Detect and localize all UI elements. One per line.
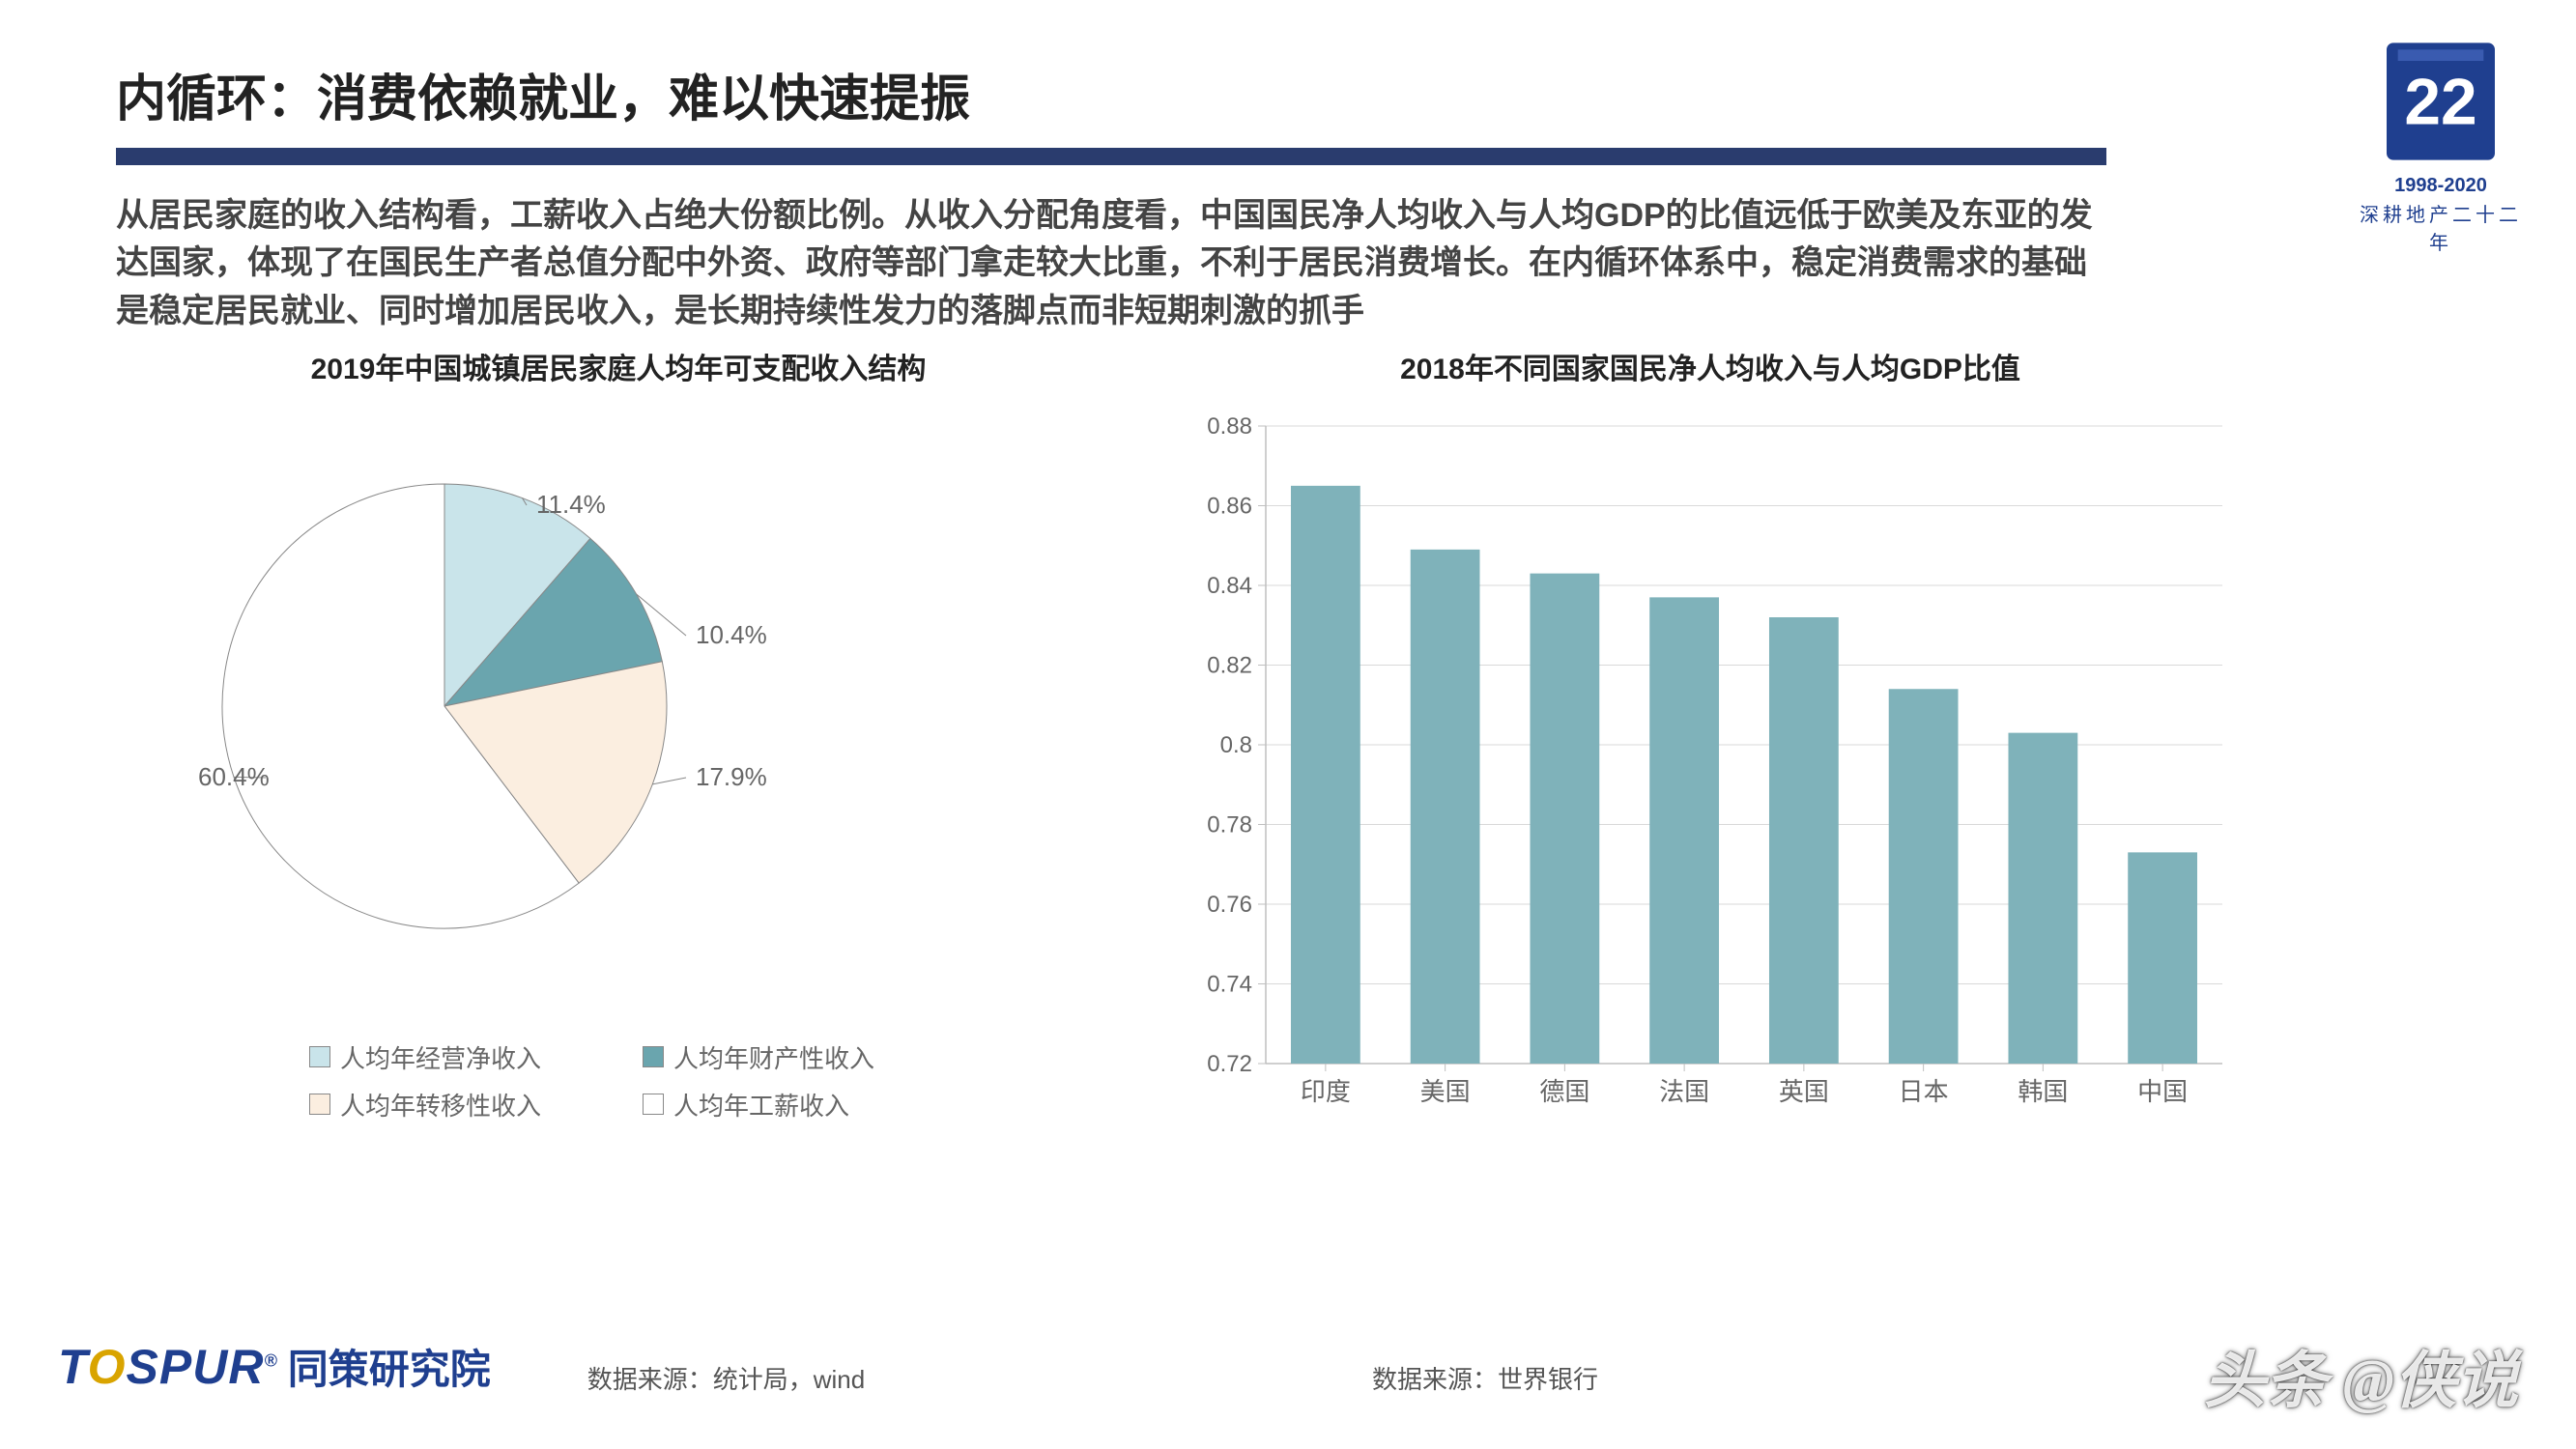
pie-chart: 11.4% 10.4% 17.9% 60.4% [116, 416, 792, 1015]
legend-label: 人均年财产性收入 [673, 1039, 874, 1075]
bar [1291, 486, 1360, 1064]
pie-label: 60.4% [198, 762, 270, 791]
legend-item: 人均年工薪收入 [643, 1087, 928, 1122]
bar-chart-column: 2018年不同国家国民净人均收入与人均GDP比值 0.720.740.760.7… [1179, 345, 2242, 1126]
pie-label: 17.9% [696, 762, 767, 791]
y-tick-label: 0.82 [1207, 652, 1252, 678]
legend-item: 人均年经营净收入 [309, 1039, 594, 1075]
charts-row: 2019年中国城镇居民家庭人均年可支配收入结构 11.4% 10.4% 17.9% 6… [116, 345, 2242, 1126]
y-tick-label: 0.76 [1207, 892, 1252, 918]
pie-label: 10.4% [696, 620, 767, 649]
badge-years: 1998-2020 [2359, 175, 2523, 197]
legend-swatch [643, 1046, 664, 1067]
y-tick-label: 0.78 [1207, 811, 1252, 838]
legend-label: 人均年转移性收入 [340, 1087, 541, 1122]
anniversary-badge: 22 1998-2020 深耕地产二十二年 [2359, 34, 2523, 255]
y-tick-label: 0.84 [1207, 573, 1252, 599]
pie-chart-column: 2019年中国城镇居民家庭人均年可支配收入结构 11.4% 10.4% 17.9% 6… [116, 345, 1121, 1126]
source-left: 数据来源：统计局，wind [587, 1360, 865, 1396]
slide: 内循环：消费依赖就业，难以快速提振 从居民家庭的收入结构看，工薪收入占绝大份额比… [0, 0, 2576, 1449]
x-tick-label: 法国 [1659, 1077, 1709, 1106]
page-title: 内循环：消费依赖就业，难以快速提振 [116, 58, 2479, 130]
y-tick-label: 0.74 [1207, 971, 1252, 997]
x-tick-label: 英国 [1779, 1077, 1829, 1106]
y-tick-label: 0.72 [1207, 1051, 1252, 1077]
legend-item: 人均年财产性收入 [643, 1039, 928, 1075]
bar [1889, 689, 1959, 1064]
legend-label: 人均年工薪收入 [673, 1087, 849, 1122]
title-rule [116, 148, 2106, 165]
body-paragraph: 从居民家庭的收入结构看，工薪收入占绝大份额比例。从收入分配角度看，中国国民净人均… [116, 192, 2106, 335]
legend-swatch [643, 1094, 664, 1115]
logo-cn: 同策研究院 [288, 1337, 491, 1396]
bar [1769, 617, 1839, 1064]
x-tick-label: 韩国 [2018, 1077, 2068, 1106]
logo-en: TOSPUR® [58, 1339, 278, 1395]
bar [1411, 550, 1480, 1064]
bar [1530, 574, 1599, 1064]
footer: TOSPUR® 同策研究院 数据来源：统计局，wind 数据来源：世界银行 [58, 1337, 2518, 1396]
pie-label: 11.4% [536, 490, 606, 519]
bar [1649, 597, 1719, 1064]
badge-icon: 22 [2373, 34, 2508, 169]
source-right: 数据来源：世界银行 [1372, 1360, 1598, 1396]
pie-title: 2019年中国城镇居民家庭人均年可支配收入结构 [116, 345, 1121, 387]
pie-legend: 人均年经营净收入 人均年财产性收入人均年转移性收入 人均年工薪收入 [309, 1039, 928, 1122]
legend-label: 人均年经营净收入 [340, 1039, 541, 1075]
y-tick-label: 0.88 [1207, 416, 1252, 440]
legend-swatch [309, 1046, 330, 1067]
x-tick-label: 日本 [1899, 1077, 1949, 1106]
x-tick-label: 德国 [1539, 1077, 1589, 1106]
bar-title: 2018年不同国家国民净人均收入与人均GDP比值 [1179, 345, 2242, 387]
x-tick-label: 中国 [2137, 1077, 2188, 1106]
footer-logo: TOSPUR® 同策研究院 [58, 1337, 491, 1396]
badge-subtitle: 深耕地产二十二年 [2359, 199, 2523, 255]
y-tick-label: 0.86 [1207, 493, 1252, 519]
y-tick-label: 0.8 [1220, 732, 1252, 758]
bar-chart: 0.72 0.74 0.76 0.78 0.8 0.82 0.84 0.86 0.88 印度 美国 德… [1179, 416, 2242, 1122]
svg-text:22: 22 [2404, 66, 2476, 138]
legend-swatch [309, 1094, 330, 1115]
legend-item: 人均年转移性收入 [309, 1087, 594, 1122]
bar [2008, 733, 2077, 1064]
x-tick-label: 印度 [1301, 1077, 1351, 1106]
bar [2128, 852, 2197, 1064]
x-tick-label: 美国 [1420, 1077, 1471, 1106]
